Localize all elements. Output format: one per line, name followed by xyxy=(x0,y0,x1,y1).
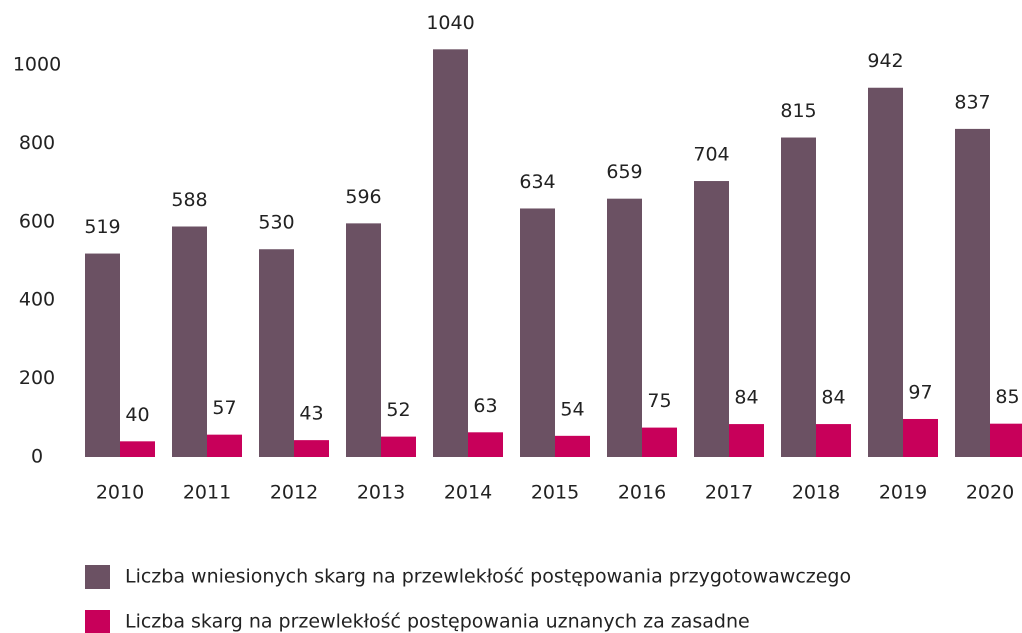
bar xyxy=(555,435,590,457)
bar xyxy=(729,424,764,457)
x-tick-label: 2016 xyxy=(618,482,666,504)
bar xyxy=(346,223,381,457)
data-label: 634 xyxy=(519,171,555,193)
data-label: 84 xyxy=(734,387,758,409)
data-label: 596 xyxy=(345,186,381,208)
data-label: 1040 xyxy=(426,12,474,34)
bar xyxy=(990,423,1022,457)
bar xyxy=(520,208,555,457)
bar xyxy=(433,49,468,457)
bar xyxy=(816,424,851,457)
x-tick-label: 2015 xyxy=(531,482,579,504)
data-label: 54 xyxy=(560,398,584,420)
x-tick-label: 2017 xyxy=(705,482,753,504)
data-label: 704 xyxy=(693,144,729,166)
x-tick-label: 2011 xyxy=(183,482,231,504)
data-label: 52 xyxy=(386,399,410,421)
bar xyxy=(468,432,503,457)
legend-swatch xyxy=(85,610,110,633)
data-label: 40 xyxy=(125,404,149,426)
x-tick-label: 2012 xyxy=(270,482,318,504)
bar xyxy=(294,440,329,457)
x-tick-label: 2014 xyxy=(444,482,492,504)
data-label: 85 xyxy=(995,386,1019,408)
bar xyxy=(642,427,677,457)
y-tick-label: 600 xyxy=(19,210,55,232)
data-label: 588 xyxy=(171,189,207,211)
legend-swatch xyxy=(85,565,110,589)
x-tick-label: 2018 xyxy=(792,482,840,504)
data-label: 63 xyxy=(473,395,497,417)
legend-label: Liczba skarg na przewlekłość postępowani… xyxy=(125,611,750,633)
y-tick-label: 200 xyxy=(19,367,55,389)
x-tick-label: 2019 xyxy=(879,482,927,504)
data-label: 530 xyxy=(258,212,294,234)
data-label: 84 xyxy=(821,387,845,409)
y-tick-label: 0 xyxy=(31,446,43,468)
legend-label: Liczba wniesionych skarg na przewlekłość… xyxy=(125,566,851,588)
x-tick-label: 2013 xyxy=(357,482,405,504)
data-label: 57 xyxy=(212,397,236,419)
data-label: 837 xyxy=(954,91,990,113)
data-label: 75 xyxy=(647,390,671,412)
y-tick-label: 800 xyxy=(19,132,55,154)
data-label: 815 xyxy=(780,100,816,122)
data-label: 97 xyxy=(908,381,932,403)
data-label: 43 xyxy=(299,403,323,425)
bar xyxy=(85,253,120,457)
bar xyxy=(868,87,903,458)
bar xyxy=(120,441,155,457)
x-tick-label: 2010 xyxy=(96,482,144,504)
bar xyxy=(903,418,938,457)
bar xyxy=(259,249,294,457)
bar xyxy=(955,128,990,457)
data-label: 519 xyxy=(84,216,120,238)
y-tick-label: 1000 xyxy=(13,54,61,76)
bar xyxy=(381,436,416,457)
bar xyxy=(172,226,207,457)
bar xyxy=(694,181,729,458)
x-tick-label: 2020 xyxy=(966,482,1014,504)
bar xyxy=(207,434,242,457)
bar xyxy=(781,137,816,457)
data-label: 659 xyxy=(606,161,642,183)
data-label: 942 xyxy=(867,50,903,72)
y-tick-label: 400 xyxy=(19,289,55,311)
bar xyxy=(607,198,642,457)
